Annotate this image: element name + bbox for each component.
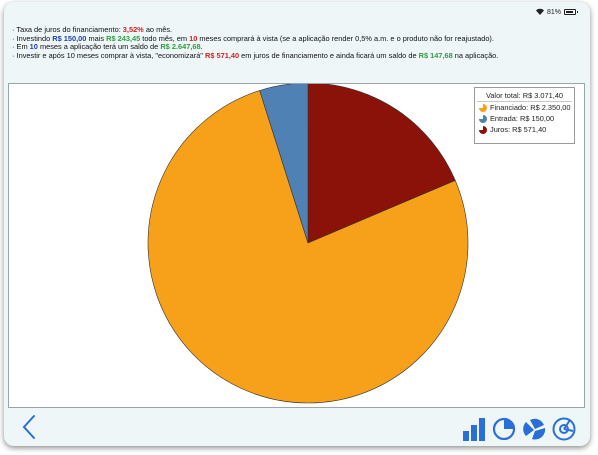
legend-label: Entrada: R$ 150,00 <box>490 114 555 123</box>
bottom-toolbar <box>4 409 590 446</box>
legend-label: Juros: R$ 571,40 <box>490 125 547 134</box>
legend-label: Financiado: R$ 2.350,00 <box>490 103 571 112</box>
savings-value: R$ 571,40 <box>204 50 240 60</box>
wifi-icon <box>535 8 544 17</box>
pie-slice[interactable] <box>259 84 309 244</box>
chart-panel: Valor total: R$ 3.071,40 Financiado: R$ … <box>8 83 585 408</box>
battery-percent: 81% <box>546 8 561 16</box>
initial-investment-value: R$ 150,00 <box>52 33 87 43</box>
pie-slice[interactable] <box>147 90 469 404</box>
interest-rate-value: 3,52% <box>122 25 144 34</box>
balance-value: R$ 2.647,68 <box>160 42 201 52</box>
interest-rate-line: · Taxa de juros do financiamento: 3,52% … <box>12 25 173 34</box>
legend-entry: Juros: R$ 571,40 <box>475 124 574 135</box>
pie-chart-icon[interactable] <box>492 417 518 446</box>
legend-swatch-icon <box>479 114 487 123</box>
pie-slice[interactable] <box>307 84 456 244</box>
device-screen: 81% · Taxa de juros do financiamento: 3,… <box>4 2 590 446</box>
remaining-balance-value: R$ 147,68 <box>418 50 453 60</box>
status-bar: 81% <box>535 7 578 17</box>
donut-chart-icon[interactable] <box>552 417 578 446</box>
legend-swatch-icon <box>479 125 487 134</box>
savings-line: · Investir e após 10 meses comprar à vis… <box>12 50 499 60</box>
legend-entry: Financiado: R$ 2.350,00 <box>475 102 574 113</box>
chart-legend: Valor total: R$ 3.071,40 Financiado: R$ … <box>474 87 575 144</box>
months-value: 10 <box>189 33 198 43</box>
pie-chart <box>147 84 469 404</box>
battery-icon <box>564 9 578 15</box>
balance-line: · Em 10 meses a aplicação terá um saldo … <box>12 42 203 52</box>
investment-line: · Investindo R$ 150,00 mais R$ 243,45 to… <box>12 33 494 43</box>
bar-chart-icon[interactable] <box>462 417 488 446</box>
legend-title: Valor total: R$ 3.071,40 <box>477 88 572 102</box>
legend-entry: Entrada: R$ 150,00 <box>475 113 574 124</box>
legend-swatch-icon <box>479 103 487 112</box>
chevron-left-icon[interactable] <box>20 414 40 440</box>
exploded-pie-icon[interactable] <box>522 417 548 446</box>
months-value: 10 <box>29 42 38 52</box>
summary-text: · Taxa de juros do financiamento: 3,52% … <box>12 25 586 60</box>
monthly-investment-value: R$ 243,45 <box>106 33 141 43</box>
